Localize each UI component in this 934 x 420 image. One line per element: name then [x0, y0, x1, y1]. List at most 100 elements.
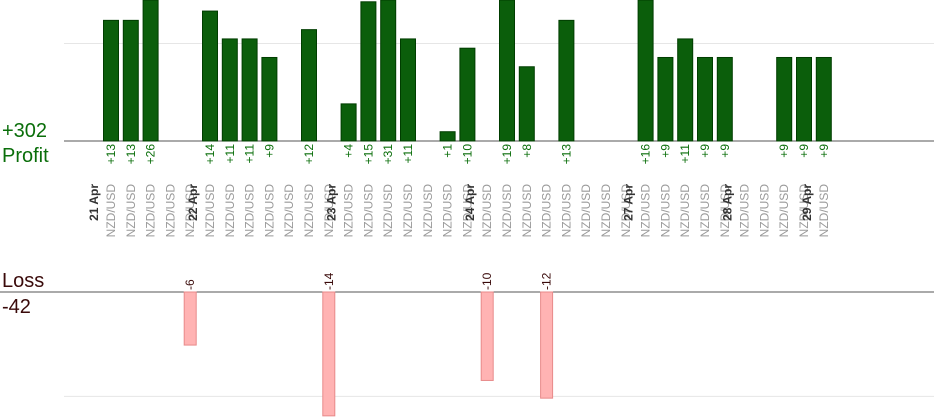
date-label: 28 Apr	[721, 184, 735, 221]
date-label: 24 Apr	[463, 184, 477, 221]
pair-label: NZD/USD	[243, 184, 257, 238]
pair-label: NZD/USD	[599, 184, 613, 238]
profit-bar	[202, 10, 218, 142]
profit-bar	[558, 19, 575, 142]
pair-label: NZD/USD	[460, 184, 474, 238]
pair-label: NZD/USD	[302, 184, 316, 238]
pair-label: NZD/USD	[361, 184, 375, 238]
profit-bar	[459, 47, 476, 142]
profit-data-label: +13	[124, 144, 138, 165]
pair-label: NZD/USD	[262, 184, 276, 238]
profit-bar	[815, 56, 832, 142]
loss-bar	[540, 291, 554, 399]
pair-label: NZD/USD	[163, 184, 177, 238]
profit-data-label: +26	[144, 144, 158, 165]
pair-label: NZD/USD	[757, 184, 771, 238]
profit-bar	[360, 1, 377, 142]
profit-data-label: +9	[262, 144, 276, 158]
profit-data-label: +16	[639, 144, 653, 165]
profit-data-label: +31	[381, 144, 395, 165]
profit-bar	[716, 56, 733, 142]
pair-label: NZD/USD	[480, 184, 494, 238]
loss-data-label: -12	[540, 272, 554, 290]
profit-data-label: +11	[243, 144, 257, 164]
profit-bar	[776, 56, 793, 142]
date-label: 29 Apr	[800, 184, 814, 221]
profit-bar	[518, 66, 535, 142]
profit-data-label: +9	[797, 144, 811, 158]
pair-label: NZD/USD	[777, 184, 791, 238]
profit-bar	[380, 0, 397, 142]
profit-bar	[261, 56, 278, 142]
pair-label: NZD/USD	[718, 184, 732, 238]
profit-data-label: +8	[520, 144, 534, 158]
profit-data-label: +4	[342, 144, 356, 158]
profit-data-label: +12	[302, 144, 316, 165]
pair-label: NZD/USD	[559, 184, 573, 238]
profit-data-label: +9	[698, 144, 712, 158]
pair-label: NZD/USD	[579, 184, 593, 238]
profit-data-label: +11	[678, 144, 692, 164]
profit-bar	[677, 38, 694, 142]
pair-label: NZD/USD	[441, 184, 455, 238]
loss-bar	[322, 291, 336, 417]
pair-label: NZD/USD	[322, 184, 336, 238]
profit-label: Profit	[2, 145, 49, 167]
profit-bar	[499, 0, 515, 142]
pair-label: NZD/USD	[203, 184, 217, 238]
date-label: 23 Apr	[325, 184, 339, 221]
profit-data-label: +11	[223, 144, 237, 164]
loss-total: -42	[2, 296, 31, 318]
profit-bar	[657, 56, 674, 142]
profit-bar	[241, 38, 258, 142]
pair-label: NZD/USD	[421, 184, 435, 238]
profit-bar	[301, 29, 317, 142]
date-label: 22 Apr	[186, 184, 200, 221]
date-label: 21 Apr	[87, 184, 101, 221]
profit-bar	[142, 0, 159, 142]
profit-bar	[400, 38, 416, 142]
pair-label: NZD/USD	[282, 184, 296, 238]
pair-label: NZD/USD	[500, 184, 514, 238]
pair-label: NZD/USD	[619, 184, 633, 238]
pair-label: NZD/USD	[738, 184, 752, 238]
profit-data-label: +14	[203, 144, 217, 165]
pair-label: NZD/USD	[144, 184, 158, 238]
pair-label: NZD/USD	[183, 184, 197, 238]
profit-total: +302	[2, 120, 48, 142]
profit-bar	[340, 103, 357, 142]
loss-data-label: -6	[183, 279, 197, 290]
pair-label: NZD/USD	[223, 184, 237, 238]
pair-label: NZD/USD	[104, 184, 118, 238]
profit-data-label: +9	[658, 144, 672, 158]
profit-data-label: +11	[401, 144, 415, 164]
pair-label: NZD/USD	[520, 184, 534, 238]
pair-label: NZD/USD	[678, 184, 692, 238]
pair-label: NZD/USD	[817, 184, 831, 238]
profit-data-label: +19	[500, 144, 514, 165]
profit-data-label: +9	[718, 144, 732, 158]
pair-label: NZD/USD	[639, 184, 653, 238]
pair-label: NZD/USD	[797, 184, 811, 238]
loss-data-label: -10	[480, 272, 494, 290]
pair-label: NZD/USD	[381, 184, 395, 238]
profit-bar	[637, 0, 654, 142]
loss-bar	[183, 291, 197, 346]
pair-label: NZD/USD	[698, 184, 712, 238]
profit-bar	[122, 19, 139, 142]
loss-label: Loss	[2, 270, 45, 292]
profit-data-label: +9	[777, 144, 791, 158]
profit-data-label: +15	[361, 144, 375, 165]
profit-data-label: +9	[817, 144, 831, 158]
profit-bar	[103, 19, 119, 142]
pair-label: NZD/USD	[658, 184, 672, 238]
date-label: 27 Apr	[622, 184, 636, 221]
pair-label: NZD/USD	[342, 184, 356, 238]
profit-data-label: +13	[559, 144, 573, 165]
pair-label: NZD/USD	[401, 184, 415, 238]
profit-data-label: +13	[104, 144, 118, 165]
profit-bar	[221, 38, 238, 142]
profit-data-label: +1	[441, 144, 455, 158]
